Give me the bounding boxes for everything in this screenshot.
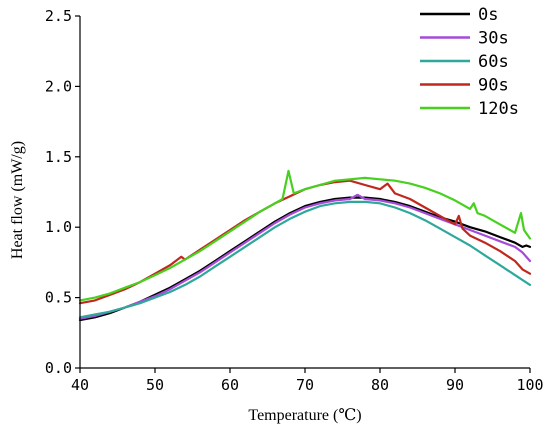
legend-label-90s: 90s — [478, 76, 509, 96]
y-axis-title: Heat flow (mW/g) — [9, 141, 26, 259]
x-tick-label: 90 — [446, 376, 464, 394]
series-line-30s — [78, 193, 532, 320]
plot-series — [78, 169, 532, 322]
y-tick-label: 0.5 — [45, 289, 72, 307]
x-tick-label: 70 — [296, 376, 314, 394]
legend-label-60s: 60s — [478, 52, 509, 72]
x-tick-label: 50 — [146, 376, 164, 394]
series-line-0s — [78, 196, 532, 322]
legend-label-30s: 30s — [478, 29, 509, 49]
axis-ticks: 40 50 60 70 80 90 100 0.0 0.5 1.0 1.5 2.0 2.5 — [45, 7, 544, 394]
legend-label-120s: 120s — [478, 99, 519, 119]
y-tick-label: 1.5 — [45, 148, 72, 166]
y-tick-label: 1.0 — [45, 218, 72, 236]
x-axis-title: Temperature (℃) — [248, 407, 361, 424]
x-tick-label: 40 — [71, 376, 89, 394]
legend: 0s 30s 60s 90s 120s — [420, 5, 519, 119]
y-tick-label: 2.0 — [45, 77, 72, 95]
series-line-120s — [78, 169, 532, 302]
series-line-60s — [78, 200, 532, 319]
y-tick-label: 2.5 — [45, 7, 72, 25]
legend-label-0s: 0s — [478, 5, 498, 25]
x-tick-label: 100 — [516, 376, 543, 394]
x-tick-label: 80 — [371, 376, 389, 394]
y-tick-label: 0.0 — [45, 359, 72, 377]
x-tick-label: 60 — [221, 376, 239, 394]
